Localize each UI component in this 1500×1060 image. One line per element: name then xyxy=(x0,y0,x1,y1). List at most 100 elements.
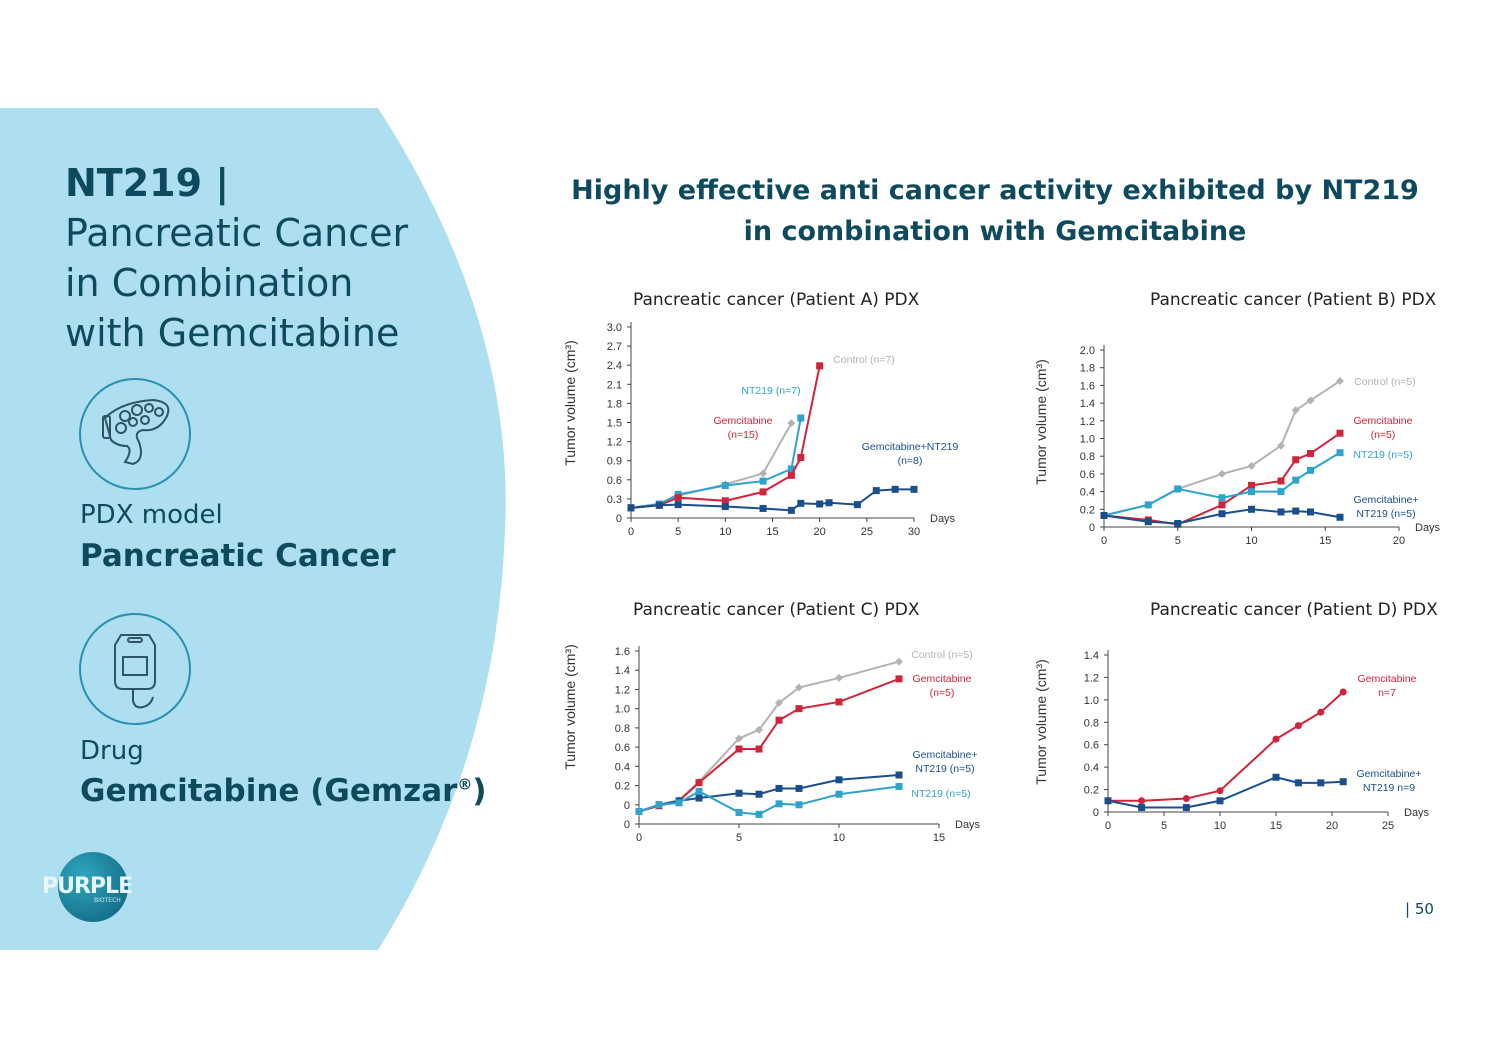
data-point xyxy=(1336,449,1344,457)
data-point xyxy=(795,784,803,792)
data-point xyxy=(1182,795,1190,803)
x-axis-label: Days xyxy=(1415,522,1441,534)
title-product: NT219 | xyxy=(65,161,230,205)
y-tick-label: 2.0 xyxy=(1080,345,1095,357)
series-label: Gemcitabine xyxy=(1354,415,1413,427)
y-tick-label: 3.0 xyxy=(607,322,622,334)
data-point xyxy=(1174,519,1182,527)
data-point xyxy=(1216,787,1224,795)
y-tick-label: 0 xyxy=(1089,522,1095,534)
drug-value: Gemcitabine (Gemzar®) xyxy=(80,773,487,809)
y-tick-label: 0.6 xyxy=(615,742,630,754)
data-point xyxy=(759,477,767,485)
data-point xyxy=(1218,510,1226,518)
x-tick-label: 10 xyxy=(719,526,731,538)
series-label: Gemcitabine+NT219 xyxy=(862,441,959,453)
y-tick-label: 0 xyxy=(624,819,630,831)
chart-a: 0 5 10 15 20 25 30 0 0.3 0.6 0.9 1.2 1.5 1.8 2.1 2.4 2.7… xyxy=(562,322,958,538)
series-line xyxy=(1107,776,1344,809)
data-point xyxy=(895,771,903,779)
data-point xyxy=(1182,804,1190,812)
x-tick-label: 20 xyxy=(1393,535,1405,547)
series-label: NT219 (n=5) xyxy=(911,788,970,800)
y-tick-label: 1.5 xyxy=(607,418,622,430)
data-point xyxy=(735,745,743,753)
x-tick-label: 5 xyxy=(1161,820,1167,832)
y-tick-label: 0.4 xyxy=(1080,487,1095,499)
data-point xyxy=(891,485,899,493)
data-point xyxy=(787,465,795,473)
x-tick-label: 0 xyxy=(628,526,634,538)
headline-line: Highly effective anti cancer activity ex… xyxy=(571,175,1419,206)
data-point xyxy=(755,745,763,753)
data-point xyxy=(1138,797,1146,805)
chart-b: 0 5 10 15 20 0 0.2 0.4 0.6 0.8 1.0 1.2 1.4 1.6 1.8 2.0 D… xyxy=(1033,345,1441,547)
y-tick-label: 0.8 xyxy=(1080,451,1095,463)
data-point xyxy=(1306,396,1315,405)
chart-a-title: Pancreatic cancer (Patient A) PDX xyxy=(633,290,920,310)
title-line: in Combination xyxy=(65,261,354,305)
data-point xyxy=(695,794,703,802)
y-tick-label: 0.8 xyxy=(1084,717,1099,729)
data-point xyxy=(775,800,783,808)
data-point xyxy=(755,810,763,818)
slide-title: NT219 | Pancreatic Cancer in Combination… xyxy=(65,158,408,358)
series-label: (n=15) xyxy=(728,429,759,441)
data-point xyxy=(895,657,903,666)
purple-logo: PURPLE BIOTECH xyxy=(42,852,172,922)
data-point xyxy=(1216,797,1224,805)
data-point xyxy=(825,499,833,507)
y-tick-label: 1.0 xyxy=(615,704,630,716)
data-point xyxy=(872,487,880,495)
data-point xyxy=(674,494,682,502)
y-tick-label: 0.2 xyxy=(615,781,630,793)
x-axis-label: Days xyxy=(1404,807,1430,819)
series-label: NT219 (n=5) xyxy=(1356,508,1415,520)
data-point xyxy=(735,734,743,743)
data-point xyxy=(1336,376,1344,385)
y-tick-label: 0.6 xyxy=(1080,469,1095,481)
data-point xyxy=(735,789,743,797)
y-tick-label: 0.6 xyxy=(607,475,622,487)
x-tick-label: 0 xyxy=(636,832,642,844)
series-label: Gemcitabine xyxy=(1358,673,1417,685)
registered-mark: ® xyxy=(457,775,473,794)
y-tick-label: 0 xyxy=(624,800,630,812)
data-point xyxy=(853,501,861,509)
series-label: NT219 n=9 xyxy=(1363,782,1415,794)
x-tick-label: 5 xyxy=(736,832,742,844)
chart-d: 0 5 10 15 20 25 0 0.2 0.4 0.6 0.8 1.0 1.2 1.4 Days Tumo… xyxy=(1033,650,1430,832)
y-tick-label: 1.0 xyxy=(1080,434,1095,446)
series-line xyxy=(638,785,900,816)
pancreas-icon xyxy=(79,378,191,490)
y-tick-label: 1.2 xyxy=(1084,672,1099,684)
series-combo xyxy=(1104,773,1347,812)
data-point xyxy=(797,454,805,462)
data-point xyxy=(835,698,843,706)
x-tick-label: 0 xyxy=(1101,535,1107,547)
series-label: (n=8) xyxy=(898,455,923,467)
data-point xyxy=(787,419,796,428)
x-tick-label: 10 xyxy=(833,832,845,844)
series-combo xyxy=(1100,505,1344,527)
y-axis-label: Tumor volume (cm³) xyxy=(1033,659,1049,785)
y-tick-label: 0 xyxy=(1093,807,1099,819)
x-tick-label: 20 xyxy=(1326,820,1338,832)
y-tick-label: 2.4 xyxy=(607,360,622,372)
y-tick-label: 2.7 xyxy=(607,341,622,353)
y-tick-label: 0.4 xyxy=(615,761,630,773)
x-tick-label: 15 xyxy=(766,526,778,538)
data-point xyxy=(1104,797,1112,805)
data-point xyxy=(655,801,663,809)
chart-b-title: Pancreatic cancer (Patient B) PDX xyxy=(1150,290,1437,310)
x-axis-label: Days xyxy=(955,819,981,831)
model-value: Pancreatic Cancer xyxy=(80,538,396,574)
iv-bag-icon xyxy=(79,613,191,725)
y-axis-label: Tumor volume (cm³) xyxy=(1033,359,1049,485)
data-point xyxy=(787,506,795,514)
data-point xyxy=(759,488,767,496)
data-point xyxy=(1218,494,1226,502)
data-point xyxy=(835,790,843,798)
